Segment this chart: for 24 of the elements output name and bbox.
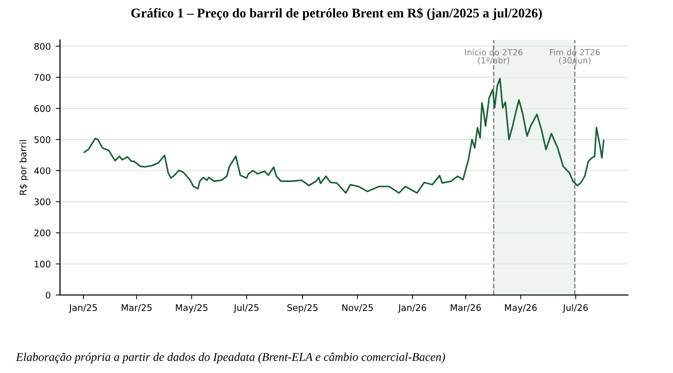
x-tick-label: Sep/25 bbox=[287, 304, 318, 313]
x-tick-label: Mar/26 bbox=[450, 304, 481, 312]
chart-title: Gráfico 1 – Preço do barril de petróleo Brent em R$ (jan/2025 a jul/2026) bbox=[131, 8, 542, 20]
y-tick-label: 0 bbox=[46, 292, 50, 299]
y-tick-label: 600 bbox=[34, 105, 50, 112]
y-tick-label: 200 bbox=[34, 230, 50, 236]
text: Elaboração própria a partir de dados do Ipeadata (Brent-ELA e câmbio comercial-Bacen) bbox=[16, 352, 446, 364]
y-tick-label: 300 bbox=[34, 198, 50, 206]
x-tick-label: Jan/26 bbox=[398, 304, 426, 313]
y-tick-label: 700 bbox=[34, 74, 50, 81]
x-tick-label: May/26 bbox=[505, 304, 537, 313]
line-series bbox=[84, 78, 604, 194]
y-axis-title: R$ por barril bbox=[19, 140, 28, 195]
x-tick-label: Jul/26 bbox=[562, 304, 588, 313]
y-tick-label: 500 bbox=[34, 136, 50, 144]
x-tick-label: May/25 bbox=[176, 304, 208, 313]
x-tick-label: Jul/25 bbox=[233, 304, 259, 313]
y-tick-label: 100 bbox=[34, 260, 50, 268]
x-tick-label: Mar/25 bbox=[122, 304, 152, 312]
y-tick-label: 400 bbox=[34, 167, 50, 174]
x-tick-label: Nov/25 bbox=[342, 304, 373, 312]
x-tick-label: Jan/25 bbox=[68, 304, 97, 313]
y-tick-label: 800 bbox=[34, 42, 50, 50]
ref-line-label: Fim do 2T26 (30/jun) bbox=[550, 48, 600, 66]
